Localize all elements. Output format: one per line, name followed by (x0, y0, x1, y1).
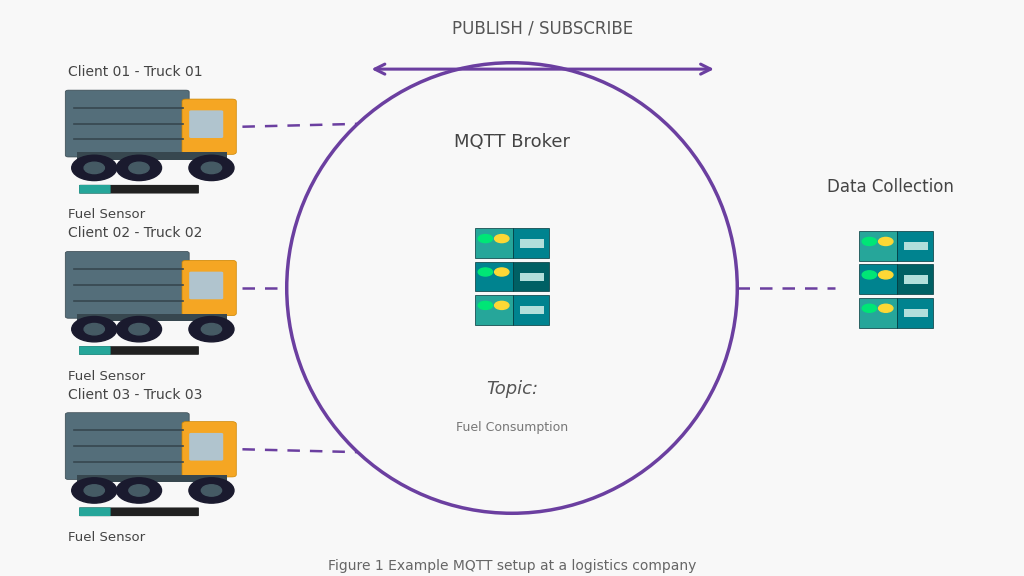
Circle shape (188, 478, 233, 503)
Circle shape (478, 268, 493, 276)
Circle shape (879, 237, 893, 245)
Circle shape (862, 304, 877, 312)
Circle shape (117, 478, 162, 503)
FancyBboxPatch shape (189, 111, 223, 138)
Text: Client 03 - Truck 03: Client 03 - Truck 03 (69, 388, 203, 401)
Circle shape (862, 271, 877, 279)
FancyBboxPatch shape (189, 272, 223, 300)
Bar (77, 475, 226, 483)
Circle shape (84, 485, 104, 496)
Text: PUBLISH / SUBSCRIBE: PUBLISH / SUBSCRIBE (453, 20, 633, 38)
Circle shape (117, 317, 162, 342)
Circle shape (129, 162, 150, 173)
FancyBboxPatch shape (475, 262, 513, 291)
Bar (903, 242, 929, 251)
FancyBboxPatch shape (897, 264, 933, 294)
Text: Fuel Consumption: Fuel Consumption (456, 421, 568, 434)
Text: Client 01 - Truck 01: Client 01 - Truck 01 (69, 65, 203, 79)
FancyBboxPatch shape (79, 507, 111, 516)
FancyBboxPatch shape (66, 90, 189, 157)
Circle shape (202, 485, 221, 496)
Bar (519, 239, 545, 248)
Text: MQTT Broker: MQTT Broker (454, 132, 570, 150)
Text: Topic:: Topic: (486, 380, 538, 399)
FancyBboxPatch shape (859, 298, 897, 328)
Text: Figure 1 Example MQTT setup at a logistics company: Figure 1 Example MQTT setup at a logisti… (328, 559, 696, 573)
FancyBboxPatch shape (182, 99, 237, 154)
Text: Fuel Sensor: Fuel Sensor (69, 209, 145, 221)
Circle shape (72, 478, 117, 503)
FancyBboxPatch shape (513, 262, 549, 291)
FancyBboxPatch shape (897, 298, 933, 328)
Bar (903, 309, 929, 317)
FancyBboxPatch shape (513, 295, 549, 325)
Circle shape (478, 234, 493, 242)
Circle shape (72, 317, 117, 342)
Circle shape (84, 162, 104, 173)
Circle shape (117, 155, 162, 181)
FancyBboxPatch shape (79, 507, 199, 516)
Circle shape (879, 304, 893, 312)
Circle shape (879, 271, 893, 279)
Circle shape (72, 155, 117, 181)
FancyBboxPatch shape (189, 433, 223, 461)
Circle shape (495, 268, 509, 276)
FancyBboxPatch shape (513, 228, 549, 258)
FancyBboxPatch shape (859, 264, 897, 294)
Circle shape (495, 301, 509, 309)
FancyBboxPatch shape (79, 185, 111, 194)
FancyBboxPatch shape (475, 228, 513, 258)
Circle shape (188, 155, 233, 181)
FancyBboxPatch shape (182, 260, 237, 316)
Circle shape (202, 162, 221, 173)
FancyBboxPatch shape (182, 422, 237, 477)
Bar (519, 306, 545, 314)
FancyBboxPatch shape (79, 185, 199, 194)
Bar (903, 275, 929, 284)
Text: Client 02 - Truck 02: Client 02 - Truck 02 (69, 226, 203, 240)
FancyBboxPatch shape (79, 346, 199, 355)
FancyBboxPatch shape (475, 295, 513, 325)
FancyBboxPatch shape (897, 231, 933, 261)
Circle shape (129, 324, 150, 335)
Circle shape (862, 237, 877, 245)
Circle shape (129, 485, 150, 496)
Text: Fuel Sensor: Fuel Sensor (69, 370, 145, 382)
Text: Data Collection: Data Collection (827, 178, 954, 196)
Circle shape (202, 324, 221, 335)
Bar (77, 313, 226, 321)
FancyBboxPatch shape (79, 346, 111, 355)
Circle shape (478, 301, 493, 309)
Circle shape (188, 317, 233, 342)
FancyBboxPatch shape (859, 231, 897, 261)
FancyBboxPatch shape (66, 251, 189, 318)
Text: Fuel Sensor: Fuel Sensor (69, 531, 145, 544)
FancyBboxPatch shape (66, 412, 189, 479)
Bar (519, 272, 545, 281)
Circle shape (84, 324, 104, 335)
Bar (77, 152, 226, 160)
Circle shape (495, 234, 509, 242)
